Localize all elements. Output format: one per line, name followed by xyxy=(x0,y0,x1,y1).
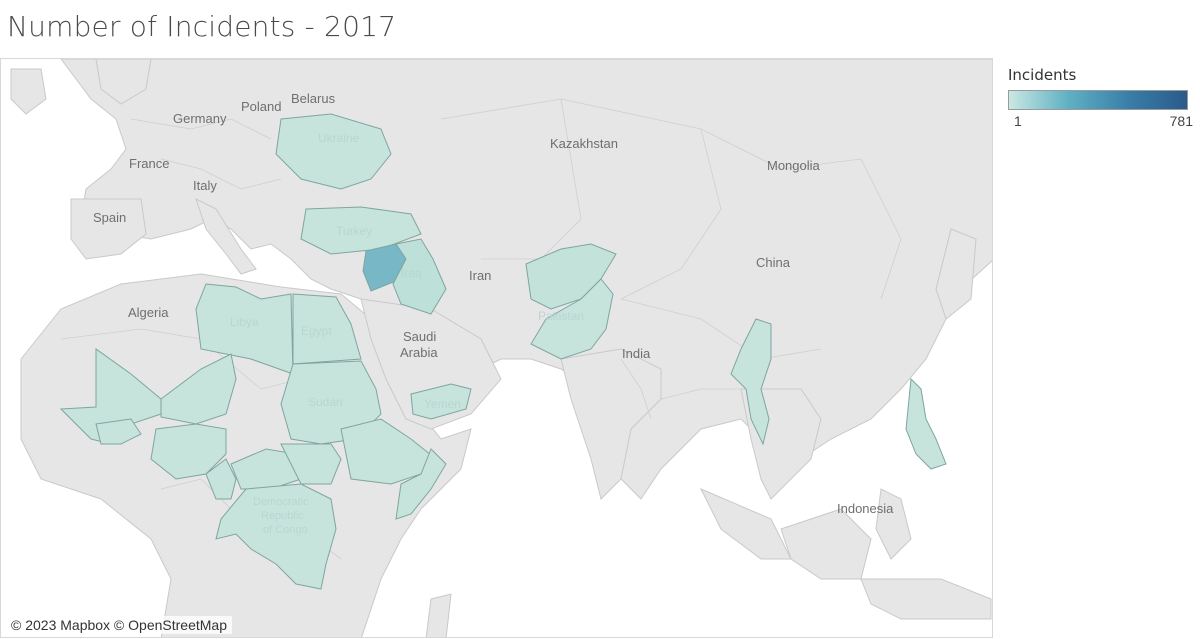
legend-title: Incidents xyxy=(1008,66,1077,84)
label-drc-line2: Republic xyxy=(261,510,304,522)
label-libya: Libya xyxy=(230,315,259,329)
country-egypt[interactable] xyxy=(292,293,362,365)
label-drc-line3: of Congo xyxy=(263,524,308,536)
country-yemen[interactable] xyxy=(410,383,472,420)
label-yemen: Yemen xyxy=(424,397,461,411)
country-somalia[interactable] xyxy=(395,448,447,520)
label-spain: Spain xyxy=(93,210,126,225)
legend-color-bar xyxy=(1008,90,1188,110)
label-china: China xyxy=(756,255,791,270)
label-belarus: Belarus xyxy=(291,91,336,106)
legend-min: 1 xyxy=(1014,113,1022,129)
country-cameroon[interactable] xyxy=(205,458,237,500)
legend-ticks: 1 781 xyxy=(1008,113,1193,131)
country-burkina[interactable] xyxy=(95,418,142,445)
country-drc[interactable] xyxy=(215,483,337,590)
highlight-labels: Ukraine Turkey Iraq Libya Egypt Sudan Ye… xyxy=(230,131,584,536)
highlighted-countries[interactable] xyxy=(59,113,947,590)
country-myanmar[interactable] xyxy=(730,318,772,446)
label-italy: Italy xyxy=(193,178,217,193)
label-mongolia: Mongolia xyxy=(767,158,821,173)
map-area[interactable]: Ukraine Turkey Iraq Libya Egypt Sudan Ye… xyxy=(0,58,993,638)
country-turkey[interactable] xyxy=(300,206,422,255)
legend[interactable]: Incidents 1 781 xyxy=(1008,66,1198,131)
label-poland: Poland xyxy=(241,99,281,114)
label-saudi-line2: Arabia xyxy=(400,345,438,360)
label-turkey: Turkey xyxy=(336,224,372,238)
label-egypt: Egypt xyxy=(301,324,332,338)
label-indonesia: Indonesia xyxy=(837,501,894,516)
page-title: Number of Incidents - 2017 xyxy=(7,10,397,43)
label-india: India xyxy=(622,346,651,361)
label-france: France xyxy=(129,156,169,171)
label-drc: Democratic Republic of Congo xyxy=(253,496,312,536)
label-algeria: Algeria xyxy=(128,305,169,320)
map-svg[interactable]: Ukraine Turkey Iraq Libya Egypt Sudan Ye… xyxy=(1,59,993,638)
label-ukraine: Ukraine xyxy=(318,131,360,145)
label-sudan: Sudan xyxy=(308,395,343,409)
label-saudi-line1: Saudi xyxy=(403,329,436,344)
country-ukraine[interactable] xyxy=(275,113,392,190)
map-attribution[interactable]: © 2023 Mapbox © OpenStreetMap xyxy=(6,616,232,634)
label-iran: Iran xyxy=(469,268,491,283)
country-south-sudan[interactable] xyxy=(280,443,342,485)
label-kazakhstan: Kazakhstan xyxy=(550,136,618,151)
label-iraq: Iraq xyxy=(401,266,422,280)
label-drc-line1: Democratic xyxy=(253,496,309,508)
base-land xyxy=(10,59,992,637)
map-labels: Poland Belarus Germany France Italy Spai… xyxy=(93,91,894,516)
country-niger[interactable] xyxy=(160,353,237,425)
label-saudi-arabia: Saudi Arabia xyxy=(400,329,440,360)
country-pakistan[interactable] xyxy=(530,278,614,360)
country-iraq[interactable] xyxy=(392,238,447,315)
label-pakistan: Pakistan xyxy=(538,309,584,323)
country-nigeria[interactable] xyxy=(150,423,227,480)
legend-max: 781 xyxy=(1169,113,1193,129)
country-philippines[interactable] xyxy=(905,377,947,470)
label-germany: Germany xyxy=(173,111,227,126)
